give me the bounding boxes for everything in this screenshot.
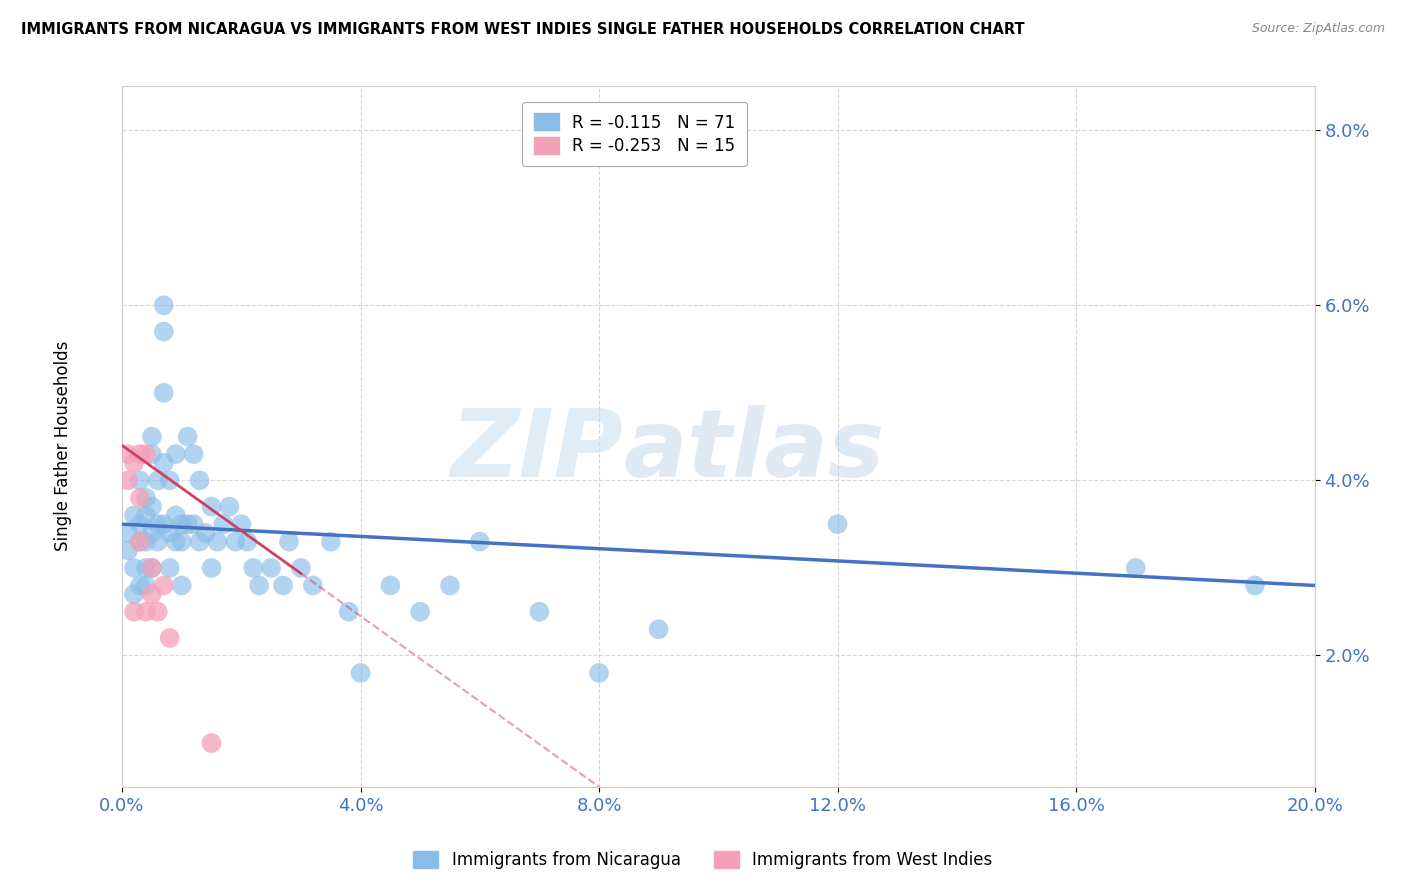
Point [129, 534, 152, 549]
Point [146, 534, 169, 549]
Point [212, 517, 235, 532]
Point [176, 429, 198, 443]
Point [135, 561, 157, 575]
Point [1244, 578, 1267, 592]
Point [159, 474, 181, 488]
Point [135, 491, 157, 505]
Point [141, 587, 163, 601]
Point [146, 605, 169, 619]
Point [170, 578, 193, 592]
Point [152, 456, 174, 470]
Text: IMMIGRANTS FROM NICARAGUA VS IMMIGRANTS FROM WEST INDIES SINGLE FATHER HOUSEHOLD: IMMIGRANTS FROM NICARAGUA VS IMMIGRANTS … [21, 22, 1025, 37]
Point [117, 447, 139, 461]
Point [146, 517, 169, 532]
Point [647, 622, 669, 636]
Point [207, 534, 229, 549]
Point [141, 429, 163, 443]
Point [200, 500, 222, 514]
Point [152, 578, 174, 592]
Point [194, 525, 217, 540]
Point [188, 474, 211, 488]
Point [236, 534, 259, 549]
Point [170, 534, 193, 549]
Point [380, 578, 402, 592]
Point [319, 534, 342, 549]
Point [165, 447, 187, 461]
Point [218, 500, 240, 514]
Point [152, 517, 174, 532]
Point [468, 534, 491, 549]
Point [141, 525, 163, 540]
Point [337, 605, 360, 619]
Text: ZIP: ZIP [450, 405, 623, 497]
Point [302, 578, 325, 592]
Point [176, 517, 198, 532]
Point [135, 508, 157, 523]
Point [183, 517, 205, 532]
Point [529, 605, 551, 619]
Point [231, 517, 253, 532]
Point [129, 447, 152, 461]
Point [141, 500, 163, 514]
Point [242, 561, 264, 575]
Point [129, 578, 152, 592]
Point [129, 534, 152, 549]
Point [200, 736, 222, 750]
Point [122, 508, 145, 523]
Point [159, 631, 181, 645]
Point [827, 517, 849, 532]
Point [117, 474, 139, 488]
Point [152, 385, 174, 400]
Point [170, 517, 193, 532]
Point [260, 561, 283, 575]
Point [135, 534, 157, 549]
Point [409, 605, 432, 619]
Point [122, 587, 145, 601]
Legend: Immigrants from Nicaragua, Immigrants from West Indies: Immigrants from Nicaragua, Immigrants fr… [404, 841, 1002, 880]
Legend: R = -0.115   N = 71, R = -0.253   N = 15: R = -0.115 N = 71, R = -0.253 N = 15 [523, 102, 747, 167]
Point [141, 561, 163, 575]
Point [165, 534, 187, 549]
Point [159, 561, 181, 575]
Point [135, 605, 157, 619]
Point [439, 578, 461, 592]
Point [141, 447, 163, 461]
Point [122, 456, 145, 470]
Point [129, 491, 152, 505]
Point [224, 534, 246, 549]
Point [117, 543, 139, 558]
Point [183, 447, 205, 461]
Point [122, 561, 145, 575]
Point [146, 474, 169, 488]
Point [588, 665, 610, 680]
Point [159, 525, 181, 540]
Point [271, 578, 294, 592]
Text: atlas: atlas [623, 405, 884, 497]
Point [152, 325, 174, 339]
Point [135, 578, 157, 592]
Point [152, 298, 174, 312]
Point [188, 534, 211, 549]
Point [278, 534, 301, 549]
Point [117, 525, 139, 540]
Text: Single Father Households: Single Father Households [55, 341, 72, 551]
Text: Source: ZipAtlas.com: Source: ZipAtlas.com [1251, 22, 1385, 36]
Point [165, 508, 187, 523]
Point [247, 578, 270, 592]
Point [135, 447, 157, 461]
Point [1125, 561, 1147, 575]
Point [122, 605, 145, 619]
Point [129, 474, 152, 488]
Point [141, 561, 163, 575]
Point [129, 517, 152, 532]
Point [349, 665, 371, 680]
Point [290, 561, 312, 575]
Point [200, 561, 222, 575]
